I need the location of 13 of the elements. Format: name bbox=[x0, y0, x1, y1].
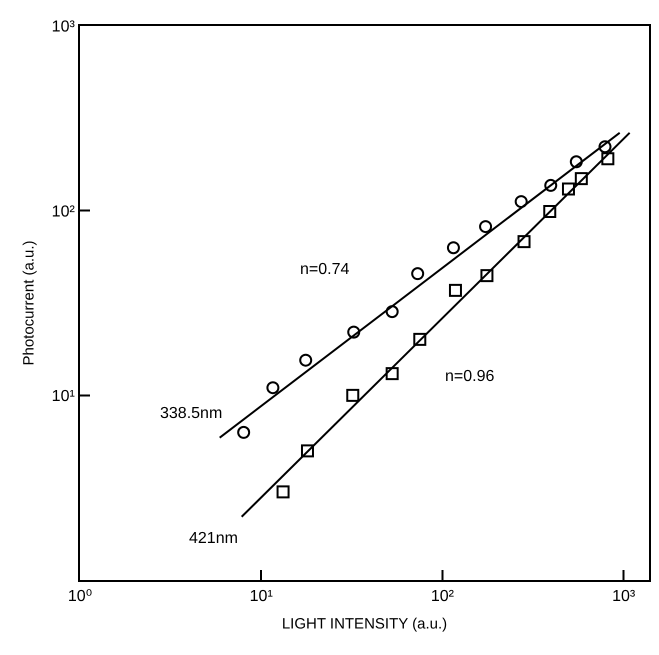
y-tick-label: 10³ bbox=[52, 18, 76, 36]
x-tick-label: 10¹ bbox=[250, 588, 273, 606]
x-tick-label: 10⁰ bbox=[68, 588, 92, 606]
y-tick-label: 10² bbox=[52, 203, 76, 220]
x-tick-label: 10² bbox=[430, 588, 455, 606]
annotation: n=0.96 bbox=[445, 368, 494, 385]
y-axis-title: Photocurrent (a.u.) bbox=[20, 240, 38, 366]
series-label: 421nm bbox=[189, 530, 238, 547]
x-axis-title: LIGHT INTENSITY (a.u.) bbox=[282, 616, 448, 633]
annotation: n=0.74 bbox=[300, 261, 350, 278]
series-label: 338.5nm bbox=[160, 405, 222, 422]
x-tick-label: 10³ bbox=[612, 588, 636, 606]
y-tick-label: 10¹ bbox=[52, 388, 75, 405]
